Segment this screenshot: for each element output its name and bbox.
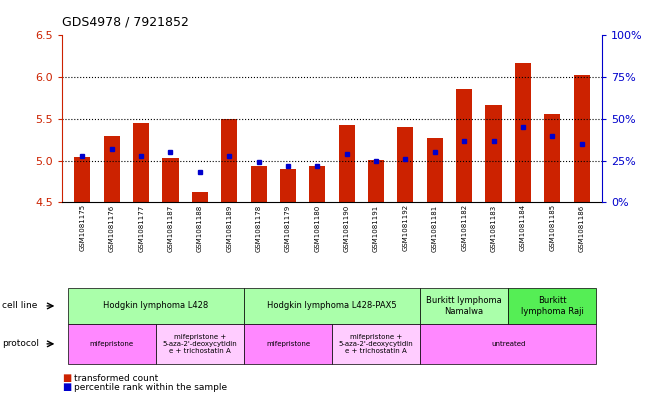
Text: protocol: protocol xyxy=(2,340,39,348)
Text: Burkitt lymphoma
Namalwa: Burkitt lymphoma Namalwa xyxy=(426,296,502,316)
Bar xyxy=(574,75,590,202)
Text: GDS4978 / 7921852: GDS4978 / 7921852 xyxy=(62,16,189,29)
Bar xyxy=(74,157,90,202)
Text: GSM1081191: GSM1081191 xyxy=(373,204,379,252)
Text: GSM1081181: GSM1081181 xyxy=(432,204,437,252)
Text: mifepristone: mifepristone xyxy=(266,341,310,347)
Text: cell line: cell line xyxy=(2,301,37,310)
Text: GSM1081190: GSM1081190 xyxy=(344,204,350,252)
Text: GSM1081177: GSM1081177 xyxy=(138,204,144,252)
Bar xyxy=(456,89,472,202)
Bar xyxy=(251,167,267,202)
Bar xyxy=(221,119,238,202)
Text: ■: ■ xyxy=(62,373,71,383)
Text: Burkitt
lymphoma Raji: Burkitt lymphoma Raji xyxy=(521,296,584,316)
Text: transformed count: transformed count xyxy=(74,374,158,382)
Bar xyxy=(280,169,296,202)
Text: mifepristone: mifepristone xyxy=(90,341,134,347)
Text: percentile rank within the sample: percentile rank within the sample xyxy=(74,383,227,391)
Text: GSM1081175: GSM1081175 xyxy=(79,204,85,252)
Text: mifepristone +
5-aza-2'-deoxycytidin
e + trichostatin A: mifepristone + 5-aza-2'-deoxycytidin e +… xyxy=(339,334,413,354)
Bar xyxy=(515,63,531,202)
Bar xyxy=(426,138,443,202)
Text: GSM1081184: GSM1081184 xyxy=(520,204,526,252)
Text: Hodgkin lymphoma L428-PAX5: Hodgkin lymphoma L428-PAX5 xyxy=(267,301,397,310)
Text: ■: ■ xyxy=(62,382,71,392)
Text: GSM1081189: GSM1081189 xyxy=(227,204,232,252)
Bar xyxy=(486,105,502,202)
Bar xyxy=(162,158,178,202)
Bar xyxy=(544,114,561,202)
Text: GSM1081188: GSM1081188 xyxy=(197,204,203,252)
Bar xyxy=(309,167,326,202)
Text: GSM1081176: GSM1081176 xyxy=(109,204,115,252)
Text: GSM1081192: GSM1081192 xyxy=(402,204,408,252)
Text: GSM1081185: GSM1081185 xyxy=(549,204,555,252)
Text: GSM1081182: GSM1081182 xyxy=(461,204,467,252)
Bar xyxy=(104,136,120,202)
Bar xyxy=(397,127,413,202)
Text: GSM1081183: GSM1081183 xyxy=(490,204,497,252)
Bar xyxy=(368,160,384,202)
Text: GSM1081186: GSM1081186 xyxy=(579,204,585,252)
Text: GSM1081180: GSM1081180 xyxy=(314,204,320,252)
Text: Hodgkin lymphoma L428: Hodgkin lymphoma L428 xyxy=(104,301,208,310)
Text: GSM1081178: GSM1081178 xyxy=(256,204,262,252)
Bar xyxy=(192,191,208,202)
Text: GSM1081187: GSM1081187 xyxy=(167,204,174,252)
Bar xyxy=(339,125,355,202)
Bar xyxy=(133,123,149,202)
Text: GSM1081179: GSM1081179 xyxy=(285,204,291,252)
Text: mifepristone +
5-aza-2'-deoxycytidin
e + trichostatin A: mifepristone + 5-aza-2'-deoxycytidin e +… xyxy=(163,334,237,354)
Text: untreated: untreated xyxy=(491,341,525,347)
